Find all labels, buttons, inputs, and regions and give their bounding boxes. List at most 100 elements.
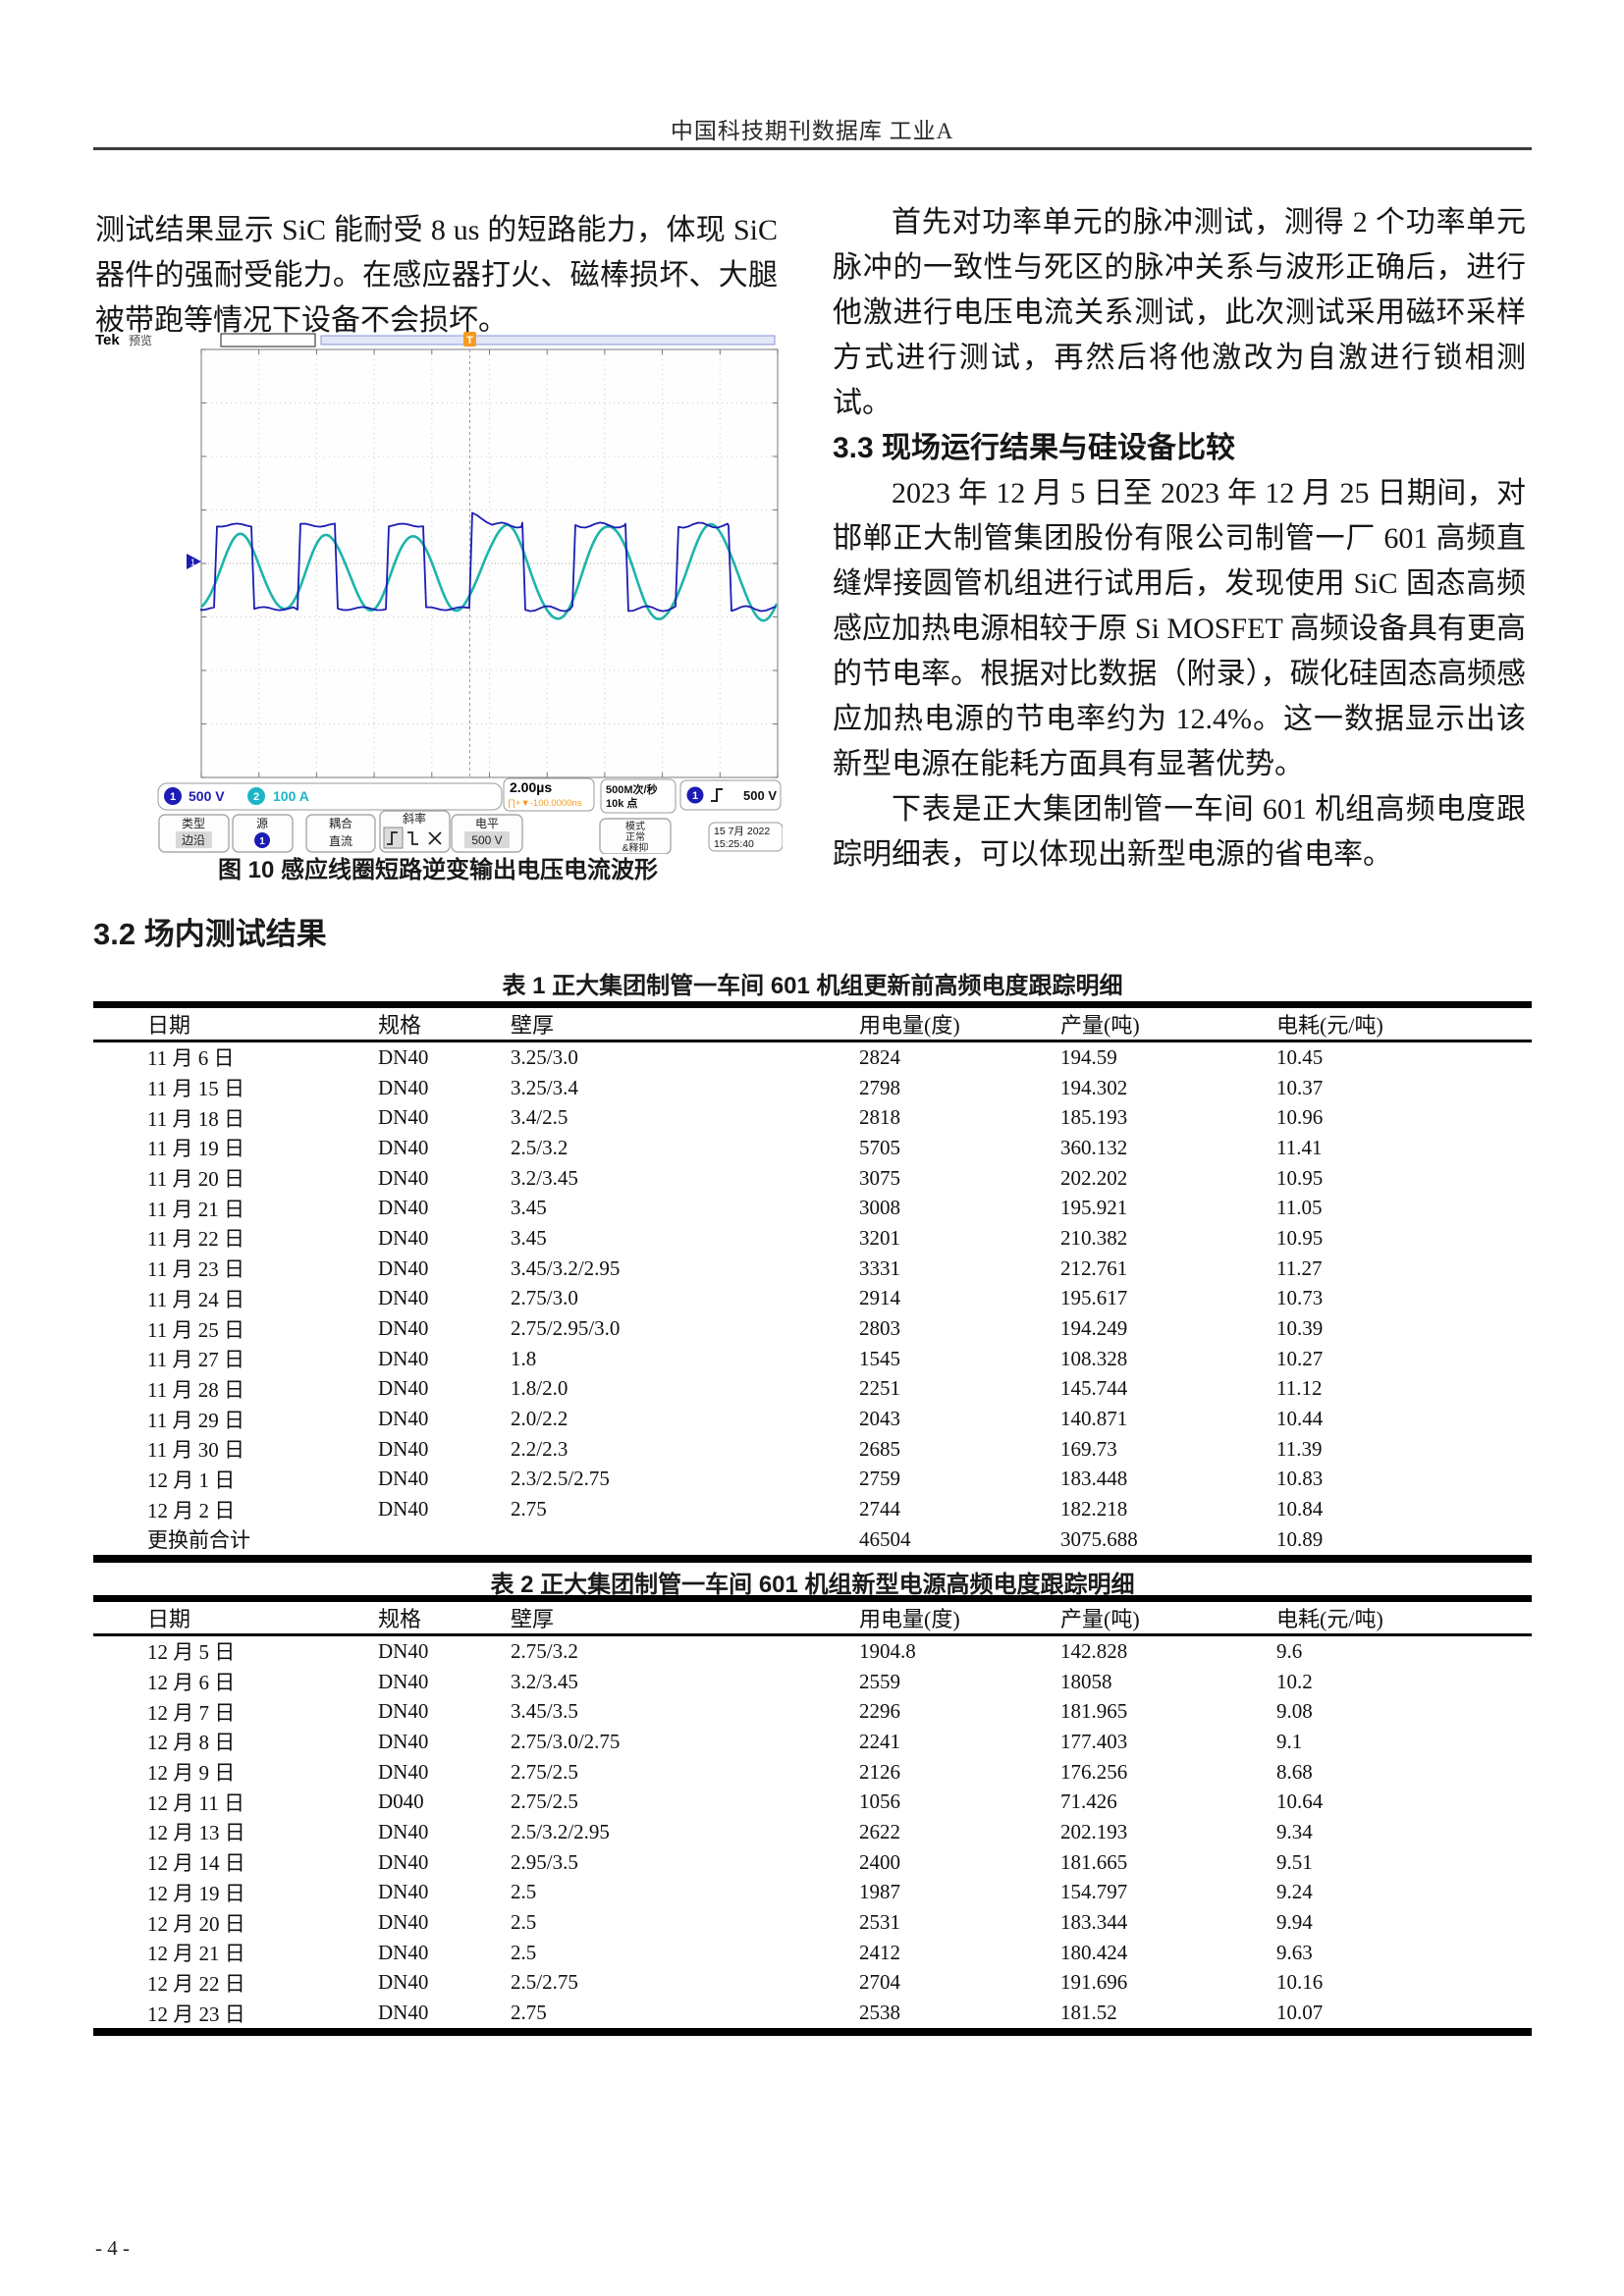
cell: 2241 <box>859 1729 900 1753</box>
cell: 9.34 <box>1276 1819 1313 1843</box>
cell: 11 月 29 日 <box>147 1408 244 1432</box>
cell: 2.2/2.3 <box>511 1436 568 1461</box>
cell: 169.73 <box>1060 1436 1117 1461</box>
table-row: 12 月 19 日 DN40 2.5 1987 154.797 9.24 <box>93 1878 1532 1908</box>
cell: 12 月 21 日 <box>147 1942 245 1966</box>
cell: 2824 <box>859 1044 900 1069</box>
cell: 10.95 <box>1276 1165 1324 1190</box>
cell: 更换前合计 <box>147 1528 250 1553</box>
body-paragraph: 测试结果显示 SiC 能耐受 8 us 的短路能力，体现 SiC 器件的强耐受能… <box>95 214 778 337</box>
cell: 154.797 <box>1060 1880 1128 1904</box>
cell: 12 月 20 日 <box>147 1911 245 1936</box>
table-row: 更换前合计 46504 3075.688 10.89 <box>93 1524 1532 1559</box>
cell: 10.89 <box>1276 1526 1324 1551</box>
cell: 2126 <box>859 1759 900 1784</box>
mode-button-label: 模式 <box>625 820 645 832</box>
cell: 3331 <box>859 1255 900 1280</box>
cell: 11 月 15 日 <box>147 1077 244 1101</box>
acquisition-window-box <box>220 333 316 347</box>
cell: 12 月 5 日 <box>147 1640 236 1665</box>
cell: 2.5 <box>511 1940 537 1964</box>
cell: 183.448 <box>1060 1467 1128 1491</box>
page-number: - 4 - <box>95 2236 130 2260</box>
table-2: 日期 规格 壁厚 用电量(度) 产量(吨) 电耗(元/吨) 12 月 5 日 DN40 2.7… <box>93 1595 1532 2036</box>
channel-readout-box <box>157 782 503 811</box>
oscilloscope-screenshot: Tek 预览 T 1 1 500 V 2 100 A 2 <box>95 332 784 855</box>
cell: 5705 <box>859 1135 900 1159</box>
trigger-source-badge <box>686 786 704 804</box>
table-row: 11 月 22 日 DN40 3.45 3201 210.382 10.95 <box>93 1223 1532 1254</box>
cell: 2043 <box>859 1407 900 1431</box>
table-row: 12 月 6 日 DN40 3.2/3.45 2559 18058 10.2 <box>93 1667 1532 1697</box>
cell: 11 月 24 日 <box>147 1287 244 1311</box>
cell: 10.95 <box>1276 1225 1324 1250</box>
cell: 1904.8 <box>859 1638 916 1663</box>
trigger-level-readout: 500 V <box>743 788 777 803</box>
table-row: 12 月 5 日 DN40 2.75/3.2 1904.8 142.828 9.6 <box>93 1635 1532 1667</box>
cell: DN40 <box>378 1729 429 1753</box>
cell: 2.3/2.5/2.75 <box>511 1467 610 1491</box>
table-row: 12 月 23 日 DN40 2.75 2538 181.52 10.07 <box>93 1998 1532 2032</box>
cell: 9.51 <box>1276 1849 1313 1874</box>
cell: 3.45 <box>511 1225 547 1250</box>
cell: 12 月 2 日 <box>147 1498 236 1522</box>
ch1-voltage-waveform <box>200 511 777 613</box>
cell: 9.63 <box>1276 1940 1313 1964</box>
cell: 181.665 <box>1060 1849 1128 1874</box>
trigger-position-icon <box>463 332 476 347</box>
right-column: 首先对功率单元的脉冲测试，测得 2 个功率单元脉冲的一致性与死区的脉冲关系与波形… <box>833 200 1526 878</box>
table-header-row: 日期 规格 壁厚 用电量(度) 产量(吨) 电耗(元/吨) <box>93 1004 1532 1042</box>
trigger-slope-icon <box>711 788 723 802</box>
body-paragraph: 首先对功率单元的脉冲测试，测得 2 个功率单元脉冲的一致性与死区的脉冲关系与波形… <box>833 206 1526 419</box>
cell: 2412 <box>859 1940 900 1964</box>
cell: DN40 <box>378 1255 429 1280</box>
level-value-highlight <box>464 831 510 848</box>
cell: 11 月 21 日 <box>147 1197 244 1221</box>
cell: 1056 <box>859 1789 900 1814</box>
record-length-readout: 10k 点 <box>606 796 637 810</box>
cell: DN40 <box>378 1196 429 1220</box>
table-row: 12 月 20 日 DN40 2.5 2531 183.344 9.94 <box>93 1907 1532 1938</box>
cell: 181.52 <box>1060 2001 1117 2025</box>
level-button-value: 500 V <box>471 833 502 847</box>
cell: 182.218 <box>1060 1497 1128 1522</box>
type-button-value: 边沿 <box>182 833 205 847</box>
mode-button-value: 正常 <box>625 830 645 843</box>
cell: 11.05 <box>1276 1196 1323 1220</box>
slope-rising-icon <box>387 831 398 845</box>
cell: 11 月 30 日 <box>147 1438 244 1463</box>
cell: 2.75/2.5 <box>511 1759 578 1784</box>
table-row: 11 月 27 日 DN40 1.8 1545 108.328 10.27 <box>93 1344 1532 1374</box>
cell: 12 月 9 日 <box>147 1761 236 1786</box>
ch2-badge <box>247 787 265 805</box>
cell: 108.328 <box>1060 1346 1128 1370</box>
cell: 2.75 <box>511 2001 547 2025</box>
source-button-label: 源 <box>256 817 268 830</box>
cell: 2.75 <box>511 1497 547 1522</box>
cell: 145.744 <box>1060 1376 1128 1401</box>
cell: 1.8 <box>511 1346 537 1370</box>
graticule-grid <box>200 348 779 778</box>
cell: 2.5/2.75 <box>511 1970 578 1995</box>
cell: 202.202 <box>1060 1165 1128 1190</box>
table-row: 12 月 13 日 DN40 2.5/3.2/2.95 2622 202.193 9.34 <box>93 1817 1532 1847</box>
cell: DN40 <box>378 1044 429 1069</box>
table-row: 11 月 18 日 DN40 3.4/2.5 2818 185.193 10.96 <box>93 1102 1532 1133</box>
cell: D040 <box>378 1789 424 1814</box>
cell: 10.83 <box>1276 1467 1324 1491</box>
cell: 176.256 <box>1060 1759 1128 1784</box>
cell: 2.75/2.5 <box>511 1789 578 1814</box>
coupling-button <box>305 814 376 853</box>
cell: 2685 <box>859 1436 900 1461</box>
cell: 360.132 <box>1060 1135 1128 1159</box>
cell: DN40 <box>378 1849 429 1874</box>
cell: 2744 <box>859 1497 900 1522</box>
cell: DN40 <box>378 1346 429 1370</box>
timebase-readout: 2.00µs <box>510 779 552 795</box>
coupling-button-value: 直流 <box>329 834 352 848</box>
cell: 10.96 <box>1276 1105 1324 1130</box>
table-row: 11 月 19 日 DN40 2.5/3.2 5705 360.132 11.41 <box>93 1133 1532 1163</box>
cell: 3201 <box>859 1225 900 1250</box>
table-row: 12 月 7 日 DN40 3.45/3.5 2296 181.965 9.08 <box>93 1696 1532 1727</box>
cell: 2914 <box>859 1286 900 1310</box>
